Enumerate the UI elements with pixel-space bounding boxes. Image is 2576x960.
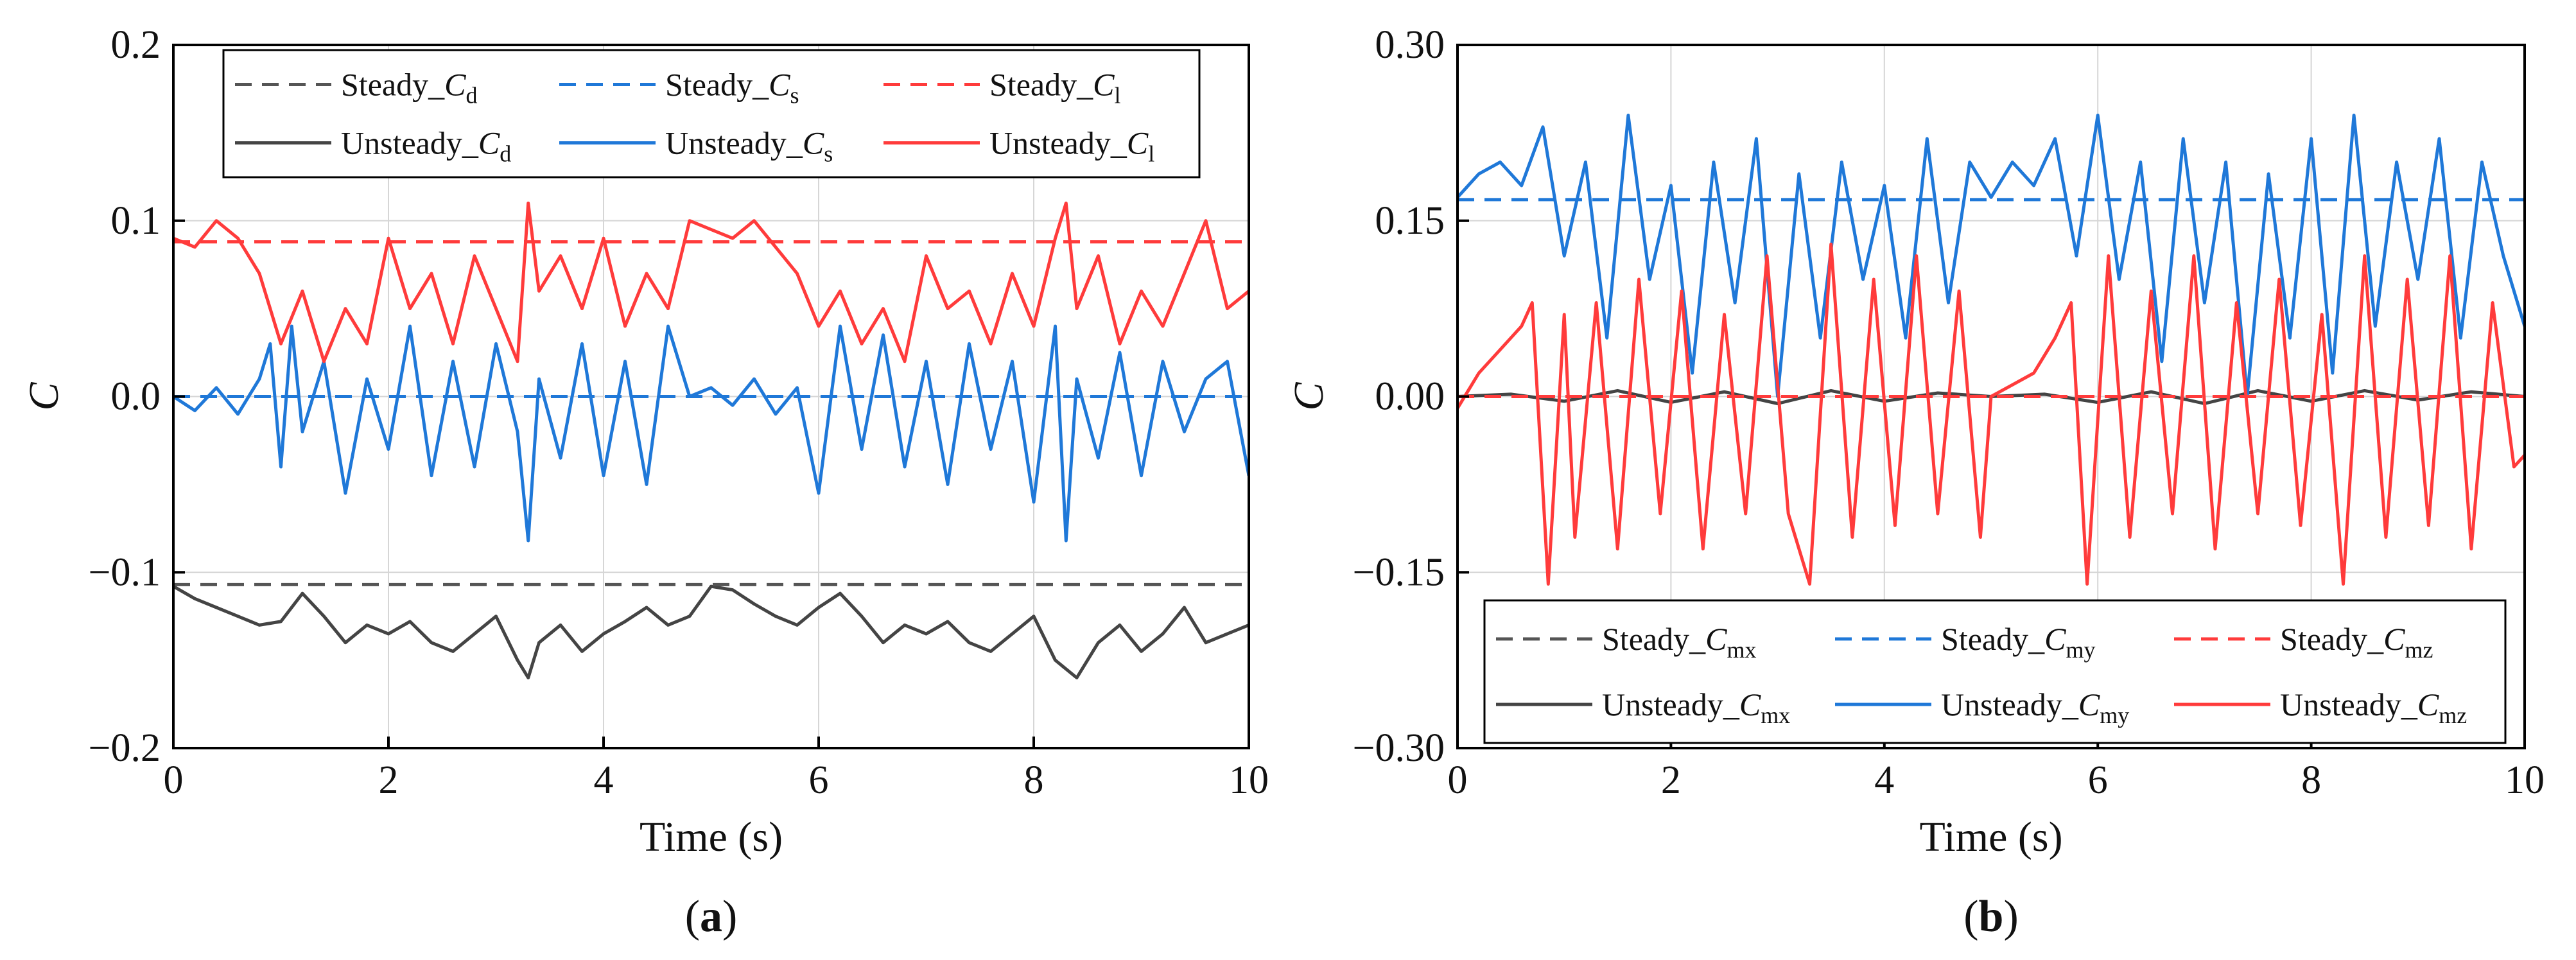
y-tick-label: −0.15 xyxy=(1353,550,1445,594)
legend-label-steady_cl: Steady_Cl xyxy=(989,66,1120,108)
y-tick-label: −0.2 xyxy=(89,726,161,770)
legend-label-subscript: mz xyxy=(2405,637,2433,663)
panel-label-letter: a xyxy=(700,892,722,941)
chart-panel-b: 0 2 4 6 8 10 −0.30 −0.15 0.00 0.15 0.30 Time (s) C (b… xyxy=(1285,23,2545,941)
y-tick-label: 0.00 xyxy=(1375,375,1445,419)
panel-label: (a) xyxy=(685,892,738,941)
legend-label-subscript: mx xyxy=(1761,703,1790,728)
panel-label-close: ) xyxy=(2003,892,2018,941)
legend-label-prefix: Unsteady_ xyxy=(1941,686,2079,722)
legend-label-unsteady_cl: Unsteady_Cl xyxy=(989,125,1154,167)
panel-label-close: ) xyxy=(722,892,737,941)
legend-label-unsteady_cs: Unsteady_Cs xyxy=(665,125,833,167)
legend-label-symbol: C xyxy=(1739,686,1761,722)
legend-label-prefix: Steady_ xyxy=(1602,621,1706,657)
x-tick-label: 8 xyxy=(1024,758,1044,802)
legend-box xyxy=(222,49,1201,179)
legend-label-steady_cd: Steady_Cd xyxy=(341,66,477,108)
legend-label-subscript: s xyxy=(790,82,799,108)
legend-label-subscript: mz xyxy=(2439,703,2467,728)
legend-label-symbol: C xyxy=(478,125,500,161)
x-tick-label: 2 xyxy=(379,758,399,802)
legend-label-subscript: my xyxy=(2066,637,2095,663)
x-tick-label: 0 xyxy=(164,758,184,802)
legend-label-unsteady_cmz: Unsteady_Cmz xyxy=(2280,686,2467,728)
series-line-unsteady_cmz xyxy=(1458,242,2525,586)
x-tick-label: 10 xyxy=(1229,758,1269,802)
y-tick-label: −0.1 xyxy=(89,550,161,594)
x-tick-label: 8 xyxy=(2301,758,2321,802)
legend-label-symbol: C xyxy=(1093,66,1115,102)
plot-area xyxy=(173,201,1249,679)
x-tick-label: 0 xyxy=(1448,758,1468,802)
legend-box xyxy=(1483,599,2507,744)
legend-label-symbol: C xyxy=(803,125,824,161)
legend-label-unsteady_cd: Unsteady_Cd xyxy=(341,125,511,167)
legend-label-prefix: Steady_ xyxy=(665,66,769,102)
y-axis-title: C xyxy=(1285,382,1332,411)
legend-label-symbol: C xyxy=(2078,686,2100,722)
legend-label-symbol: C xyxy=(1705,621,1727,657)
y-tick-label: 0.30 xyxy=(1375,23,1445,67)
legend-label-unsteady_cmy: Unsteady_Cmy xyxy=(1941,686,2129,728)
legend-label-unsteady_cmx: Unsteady_Cmx xyxy=(1602,686,1790,728)
legend-label-subscript: l xyxy=(1148,141,1154,167)
series-line-unsteady_cmy xyxy=(1458,114,2525,398)
legend-label-symbol: C xyxy=(2044,621,2066,657)
x-axis-title: Time (s) xyxy=(1919,814,2062,860)
series-line-unsteady_cl xyxy=(173,201,1249,363)
y-tick-label: 0.15 xyxy=(1375,199,1445,243)
legend-label-symbol: C xyxy=(769,66,790,102)
panel-label: (b) xyxy=(1963,892,2019,941)
plot-area xyxy=(1458,114,2525,586)
legend-label-steady_cmy: Steady_Cmy xyxy=(1941,621,2095,663)
series-line-unsteady_cd xyxy=(173,584,1249,679)
legend-label-subscript: mx xyxy=(1727,637,1756,663)
panel-label-letter: b xyxy=(1979,892,2004,941)
x-tick-label: 6 xyxy=(809,758,829,802)
legend-label-steady_cmz: Steady_Cmz xyxy=(2280,621,2433,663)
y-axis-title: C xyxy=(21,382,67,411)
legend-label-subscript: d xyxy=(500,141,511,167)
legend-label-steady_cmx: Steady_Cmx xyxy=(1602,621,1756,663)
y-tick-label: 0.2 xyxy=(111,23,161,67)
legend-label-prefix: Unsteady_ xyxy=(989,125,1127,161)
legend-label-prefix: Unsteady_ xyxy=(341,125,479,161)
legend-label-symbol: C xyxy=(2417,686,2439,722)
legend-label-prefix: Unsteady_ xyxy=(1602,686,1740,722)
legend-label-symbol: C xyxy=(2383,621,2405,657)
x-tick-label: 2 xyxy=(1661,758,1681,802)
legend-label-prefix: Unsteady_ xyxy=(665,125,803,161)
legend-label-subscript: l xyxy=(1114,82,1120,108)
y-tick-label: 0.1 xyxy=(111,199,161,243)
x-axis-title: Time (s) xyxy=(640,814,783,860)
legend-label-subscript: d xyxy=(466,82,477,108)
x-tick-label: 10 xyxy=(2505,758,2545,802)
legend-label-prefix: Unsteady_ xyxy=(2280,686,2418,722)
series-line-unsteady_cs xyxy=(173,324,1249,543)
legend-label-steady_cs: Steady_Cs xyxy=(665,66,799,108)
legend-label-symbol: C xyxy=(444,66,466,102)
legend-label-symbol: C xyxy=(1127,125,1149,161)
x-tick-label: 6 xyxy=(2088,758,2108,802)
legend-label-prefix: Steady_ xyxy=(2280,621,2384,657)
legend-label-subscript: my xyxy=(2100,703,2129,728)
y-tick-label: −0.30 xyxy=(1353,726,1445,770)
chart-panel-a: 0 2 4 6 8 10 −0.2 −0.1 0.0 0.1 0.2 Time (s) C (a) Stea… xyxy=(21,23,1269,941)
y-tick-label: 0.0 xyxy=(111,375,161,419)
legend-label-prefix: Steady_ xyxy=(1941,621,2045,657)
panel-label-open: ( xyxy=(685,892,700,941)
panel-label-open: ( xyxy=(1963,892,1978,941)
legend-label-prefix: Steady_ xyxy=(989,66,1093,102)
legend-label-prefix: Steady_ xyxy=(341,66,445,102)
x-tick-label: 4 xyxy=(1874,758,1894,802)
legend-label-subscript: s xyxy=(824,141,833,167)
x-tick-label: 4 xyxy=(594,758,614,802)
